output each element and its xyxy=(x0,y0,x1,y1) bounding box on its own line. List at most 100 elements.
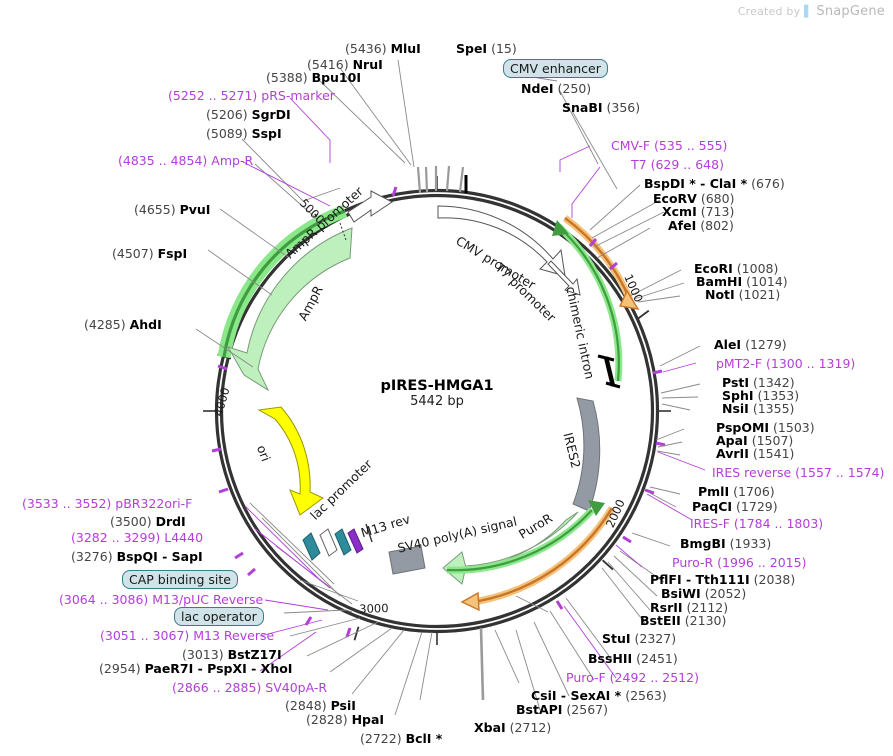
label-fspi-pos: (4507) xyxy=(112,246,154,261)
label-mlui-pos: (5436) xyxy=(345,41,387,56)
label-fspi: (4507) FspI xyxy=(112,247,187,261)
label-pmt2-f-pos: (1300 .. 1319) xyxy=(766,356,856,371)
label-hpai-name: HpaI xyxy=(351,712,385,727)
label-hpai-pos: (2828) xyxy=(306,712,348,727)
label-snabi: SnaBI (356) xyxy=(562,101,640,115)
label-ires-f-name: IRES-F xyxy=(690,516,730,531)
label-hpai: (2828) HpaI xyxy=(306,713,384,727)
label-bsiwi-pos: (2052) xyxy=(704,586,747,601)
label-puro-f-name: Puro-F xyxy=(566,670,606,685)
label-bamhi-pos: (1014) xyxy=(746,274,788,289)
label-sgrdi: (5206) SgrDI xyxy=(206,108,291,122)
label-bstapi-pos: (2567) xyxy=(566,702,608,717)
label-ndei-pos: (250) xyxy=(557,81,592,96)
label-m13-puc-reverse-name: M13/pUC Reverse xyxy=(152,592,264,607)
primer-pips xyxy=(211,186,666,638)
label-bamhi-name: BamHI xyxy=(696,274,743,289)
label-bstapi-name: BstAPI xyxy=(516,702,563,717)
label-csii-sexai-name: CsiI - SexAI * xyxy=(531,688,622,703)
feature-transcript-arc-lower xyxy=(460,506,615,612)
label-pspomi: PspOMI (1503) xyxy=(716,421,815,435)
label-amp-r: (4835 .. 4854) Amp-R xyxy=(118,154,253,168)
label-cap-binding-site: CAP binding site xyxy=(122,570,238,589)
leader-lines xyxy=(195,59,415,368)
cmv-enhancer-box: CMV enhancer xyxy=(503,59,608,78)
label-drdi-pos: (3500) xyxy=(110,514,152,529)
tick-3000-text: 3000 xyxy=(359,600,389,616)
label-afei-pos: (802) xyxy=(700,218,734,233)
label-ahdi-name: AhdI xyxy=(129,317,162,332)
label-bcli-name: BclI * xyxy=(405,731,443,746)
label-paqci: PaqCI (1729) xyxy=(692,500,778,514)
label-m13-puc-reverse-pos: (3064 .. 3086) xyxy=(59,592,149,607)
feature-ampr-promoter xyxy=(347,190,393,223)
label-apai-pos: (1507) xyxy=(751,433,794,448)
label-l4440-name: L4440 xyxy=(164,530,204,545)
label-ecori-pos: (1008) xyxy=(736,261,779,276)
label-bspdi-clai-name: BspDI * - ClaI * xyxy=(644,176,748,191)
label-bsiwi-name: BsiWI xyxy=(661,586,701,601)
label-nsii: NsiI (1355) xyxy=(722,402,794,416)
label-sspi-name: SspI xyxy=(251,126,282,141)
feature-lac-cluster xyxy=(302,523,373,561)
feature-chimeric-intron xyxy=(597,354,621,389)
label-ecori: EcoRI (1008) xyxy=(694,262,778,276)
label-drdi: (3500) DrdI xyxy=(110,515,186,529)
label-amp-r-pos: (4835 .. 4854) xyxy=(118,153,208,168)
label-avrii-name: AvrII xyxy=(716,446,749,461)
label-sphi-pos: (1353) xyxy=(757,388,800,403)
label-pmli-name: PmlI xyxy=(698,484,730,499)
tick-label-3000: 3000 xyxy=(359,601,389,616)
label-ires-reverse: IRES reverse (1557 .. 1574) xyxy=(712,466,884,480)
label-bspdi-clai-pos: (676) xyxy=(751,176,785,191)
label-l4440-pos: (3282 .. 3299) xyxy=(71,530,161,545)
label-bpu10i: (5388) Bpu10I xyxy=(266,71,361,85)
label-puro-r-pos: (1996 .. 2015) xyxy=(717,555,807,570)
label-nsii-pos: (1355) xyxy=(752,401,795,416)
label-bmgbi-pos: (1933) xyxy=(729,536,772,551)
label-spei: SpeI (15) xyxy=(456,42,517,56)
lac-operator-box: lac operator xyxy=(174,607,264,626)
label-noti-name: NotI xyxy=(705,287,735,302)
label-snabi-pos: (356) xyxy=(606,100,641,115)
label-nrui-name: NruI xyxy=(352,57,383,72)
label-m13-puc-reverse: (3064 .. 3086) M13/pUC Reverse xyxy=(59,593,263,607)
label-m13-reverse-pos: (3051 .. 3067) xyxy=(100,628,190,643)
label-cmv-f-pos: (535 .. 555) xyxy=(654,138,728,153)
label-bspqi-sapi: (3276) BspQI - SapI xyxy=(71,550,203,564)
label-puro-r-name: Puro-R xyxy=(672,555,714,570)
label-prs-marker: (5252 .. 5271) pRS-marker xyxy=(168,89,335,103)
label-alei-pos: (1279) xyxy=(745,337,787,352)
label-xbai-name: XbaI xyxy=(474,720,506,735)
label-psti-name: PstI xyxy=(722,375,750,390)
label-psii-name: PsiI xyxy=(330,698,356,713)
label-psti: PstI (1342) xyxy=(722,376,795,390)
label-pbr322ori-f-name: pBR322ori-F xyxy=(115,496,193,511)
label-pflfi-tth111i-name: PflFI - Tth111I xyxy=(650,572,750,587)
label-snabi-name: SnaBI xyxy=(562,100,603,115)
label-pvui: (4655) PvuI xyxy=(134,203,210,217)
leader-lines-right xyxy=(494,73,706,711)
label-ahdi: (4285) AhdI xyxy=(84,318,162,332)
label-bsshii-name: BssHII xyxy=(588,651,633,666)
enzyme-tick-xbai xyxy=(479,627,485,701)
label-t7-primer: T7 (629 .. 648) xyxy=(631,158,724,172)
label-prs-marker-name: pRS-marker xyxy=(261,88,335,103)
label-apai-name: ApaI xyxy=(716,433,748,448)
label-bamhi: BamHI (1014) xyxy=(696,275,788,289)
label-bsshii: BssHII (2451) xyxy=(588,652,678,666)
label-noti: NotI (1021) xyxy=(705,288,780,302)
label-alei: AleI (1279) xyxy=(714,338,787,352)
label-paer7i-name: PaeR7I - PspXI - XhoI xyxy=(144,661,293,676)
label-pvui-name: PvuI xyxy=(179,202,211,217)
label-xcmi-name: XcmI xyxy=(662,204,697,219)
label-pspomi-pos: (1503) xyxy=(773,420,815,435)
label-sphi-name: SphI xyxy=(722,388,754,403)
label-bsteii: BstEII (2130) xyxy=(640,614,726,628)
label-rsrii-name: RsrII xyxy=(650,600,683,615)
label-sgrdi-pos: (5206) xyxy=(206,107,248,122)
label-bstapi: BstAPI (2567) xyxy=(516,703,608,717)
label-pmt2-f: pMT2-F (1300 .. 1319) xyxy=(716,357,855,371)
label-csii-sexai-pos: (2563) xyxy=(625,688,667,703)
